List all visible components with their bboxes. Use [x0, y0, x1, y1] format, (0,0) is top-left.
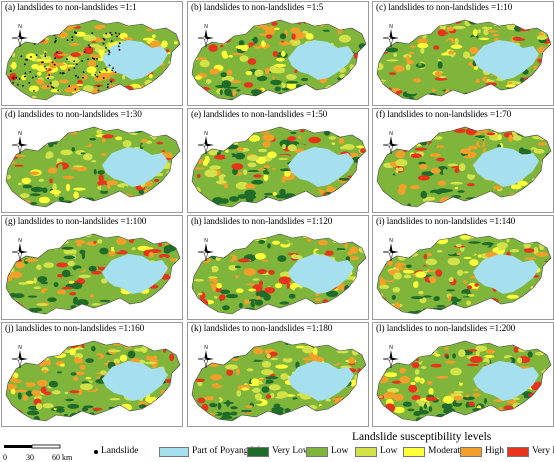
map-panel: N (f) landslides to non-landslides =1:70: [372, 108, 554, 213]
poyang-lake: [102, 254, 168, 294]
susceptibility-map: [376, 126, 552, 208]
north-arrow-icon: N: [11, 24, 28, 48]
map-panel: N (l) landslides to non-landslides =1:200: [372, 322, 554, 427]
legend-label: Low: [331, 446, 349, 456]
svg-text:N: N: [389, 345, 393, 351]
north-arrow-icon: N: [197, 131, 214, 155]
susceptibility-map: [191, 233, 367, 315]
legend-label: Moderate: [428, 446, 465, 456]
poyang-lake: [102, 40, 168, 80]
susceptibility-map: [5, 233, 181, 315]
landslide-dot-icon: [94, 450, 98, 454]
legend-swatch: [507, 447, 529, 457]
legend-swatch: [355, 447, 377, 457]
susceptibility-map: [376, 19, 552, 101]
north-arrow-icon: N: [197, 238, 214, 262]
legend-swatch: [306, 447, 328, 457]
north-arrow-icon: N: [197, 24, 214, 48]
svg-text:N: N: [204, 24, 208, 30]
legend-swatch: [403, 447, 425, 457]
north-arrow-icon: N: [382, 238, 399, 262]
poyang-lake: [288, 147, 354, 187]
svg-text:N: N: [389, 24, 393, 30]
legend-label: Very High: [532, 446, 554, 456]
map-panel-grid: N (a) landslides to non-landslides =1:1 N (…: [1, 1, 554, 427]
poyang-lake: [288, 254, 354, 294]
panel-title: (b) landslides to non-landslides =1:5: [191, 3, 324, 13]
map-panel: N (a) landslides to non-landslides =1:1: [1, 1, 183, 106]
svg-text:N: N: [389, 131, 393, 137]
map-panel: N (g) landslides to non-landslides =1:100: [1, 215, 183, 320]
map-panel: N (d) landslides to non-landslides =1:30: [1, 108, 183, 213]
panel-title: (g) landslides to non-landslides =1:100: [5, 217, 147, 227]
legend-label: Part of Poyang lake: [192, 446, 267, 456]
north-arrow-icon: N: [197, 345, 214, 369]
susceptibility-map: [5, 19, 181, 101]
svg-text:N: N: [18, 238, 22, 244]
north-arrow-icon: N: [11, 238, 28, 262]
legend-label: High: [485, 446, 504, 456]
legend-label: Low: [380, 446, 398, 456]
susceptibility-map: [376, 340, 552, 422]
panel-title: (a) landslides to non-landslides =1:1: [5, 3, 137, 13]
susceptibility-map: [5, 126, 181, 208]
panel-title: (d) landslides to non-landslides =1:30: [5, 110, 142, 120]
legend-label: Very Low: [272, 446, 310, 456]
svg-text:N: N: [18, 131, 22, 137]
panel-title: (l) landslides to non-landslides =1:200: [376, 324, 516, 334]
poyang-lake: [473, 361, 539, 401]
susceptibility-map: [191, 340, 367, 422]
poyang-lake: [102, 361, 168, 401]
poyang-lake: [102, 147, 168, 187]
north-arrow-icon: N: [382, 345, 399, 369]
poyang-lake: [473, 147, 539, 187]
panel-title: (i) landslides to non-landslides =1:140: [376, 217, 516, 227]
panel-title: (h) landslides to non-landslides =1:120: [191, 217, 333, 227]
map-panel: N (k) landslides to non-landslides =1:180: [187, 322, 369, 427]
panel-title: (e) landslides to non-landslides =1:50: [191, 110, 328, 120]
susceptibility-map: [191, 19, 367, 101]
panel-title: (k) landslides to non-landslides =1:180: [191, 324, 333, 334]
map-panel: N (b) landslides to non-landslides =1:5: [187, 1, 369, 106]
legend-label: Landslide: [101, 446, 139, 456]
poyang-lake: [288, 40, 354, 80]
poyang-lake: [473, 40, 539, 80]
map-panel: N (i) landslides to non-landslides =1:140: [372, 215, 554, 320]
poyang-lake: [288, 361, 354, 401]
scale-label-mid: 30: [26, 453, 34, 462]
map-panel: N (c) landslides to non-landslides =1:10: [372, 1, 554, 106]
scale-label-end: 60: [52, 453, 60, 462]
legend-title: Landslide susceptibility levels: [352, 431, 492, 443]
legend-swatch: [460, 447, 482, 457]
scale-bar: [4, 444, 61, 449]
svg-text:N: N: [204, 131, 208, 137]
map-panel: N (e) landslides to non-landslides =1:50: [187, 108, 369, 213]
north-arrow-icon: N: [11, 131, 28, 155]
panel-title: (c) landslides to non-landslides =1:10: [376, 3, 513, 13]
legend-swatch: [159, 447, 189, 457]
panel-title: (f) landslides to non-landslides =1:70: [376, 110, 512, 120]
panel-title: (j) landslides to non-landslides =1:160: [5, 324, 145, 334]
svg-text:N: N: [18, 345, 22, 351]
susceptibility-map: [376, 233, 552, 315]
svg-text:N: N: [18, 24, 22, 30]
map-panel: N (h) landslides to non-landslides =1:120: [187, 215, 369, 320]
susceptibility-map: [5, 340, 181, 422]
svg-text:N: N: [389, 238, 393, 244]
legend-swatch: [247, 447, 269, 457]
north-arrow-icon: N: [382, 131, 399, 155]
north-arrow-icon: N: [11, 345, 28, 369]
scale-label-unit: km: [62, 453, 73, 462]
north-arrow-icon: N: [382, 24, 399, 48]
svg-text:N: N: [204, 238, 208, 244]
map-panel: N (j) landslides to non-landslides =1:160: [1, 322, 183, 427]
poyang-lake: [473, 254, 539, 294]
susceptibility-map: [191, 126, 367, 208]
scale-label-zero: 0: [3, 453, 7, 462]
legend: Landslide susceptibility levels 0 30 60 …: [0, 428, 554, 462]
svg-text:N: N: [204, 345, 208, 351]
